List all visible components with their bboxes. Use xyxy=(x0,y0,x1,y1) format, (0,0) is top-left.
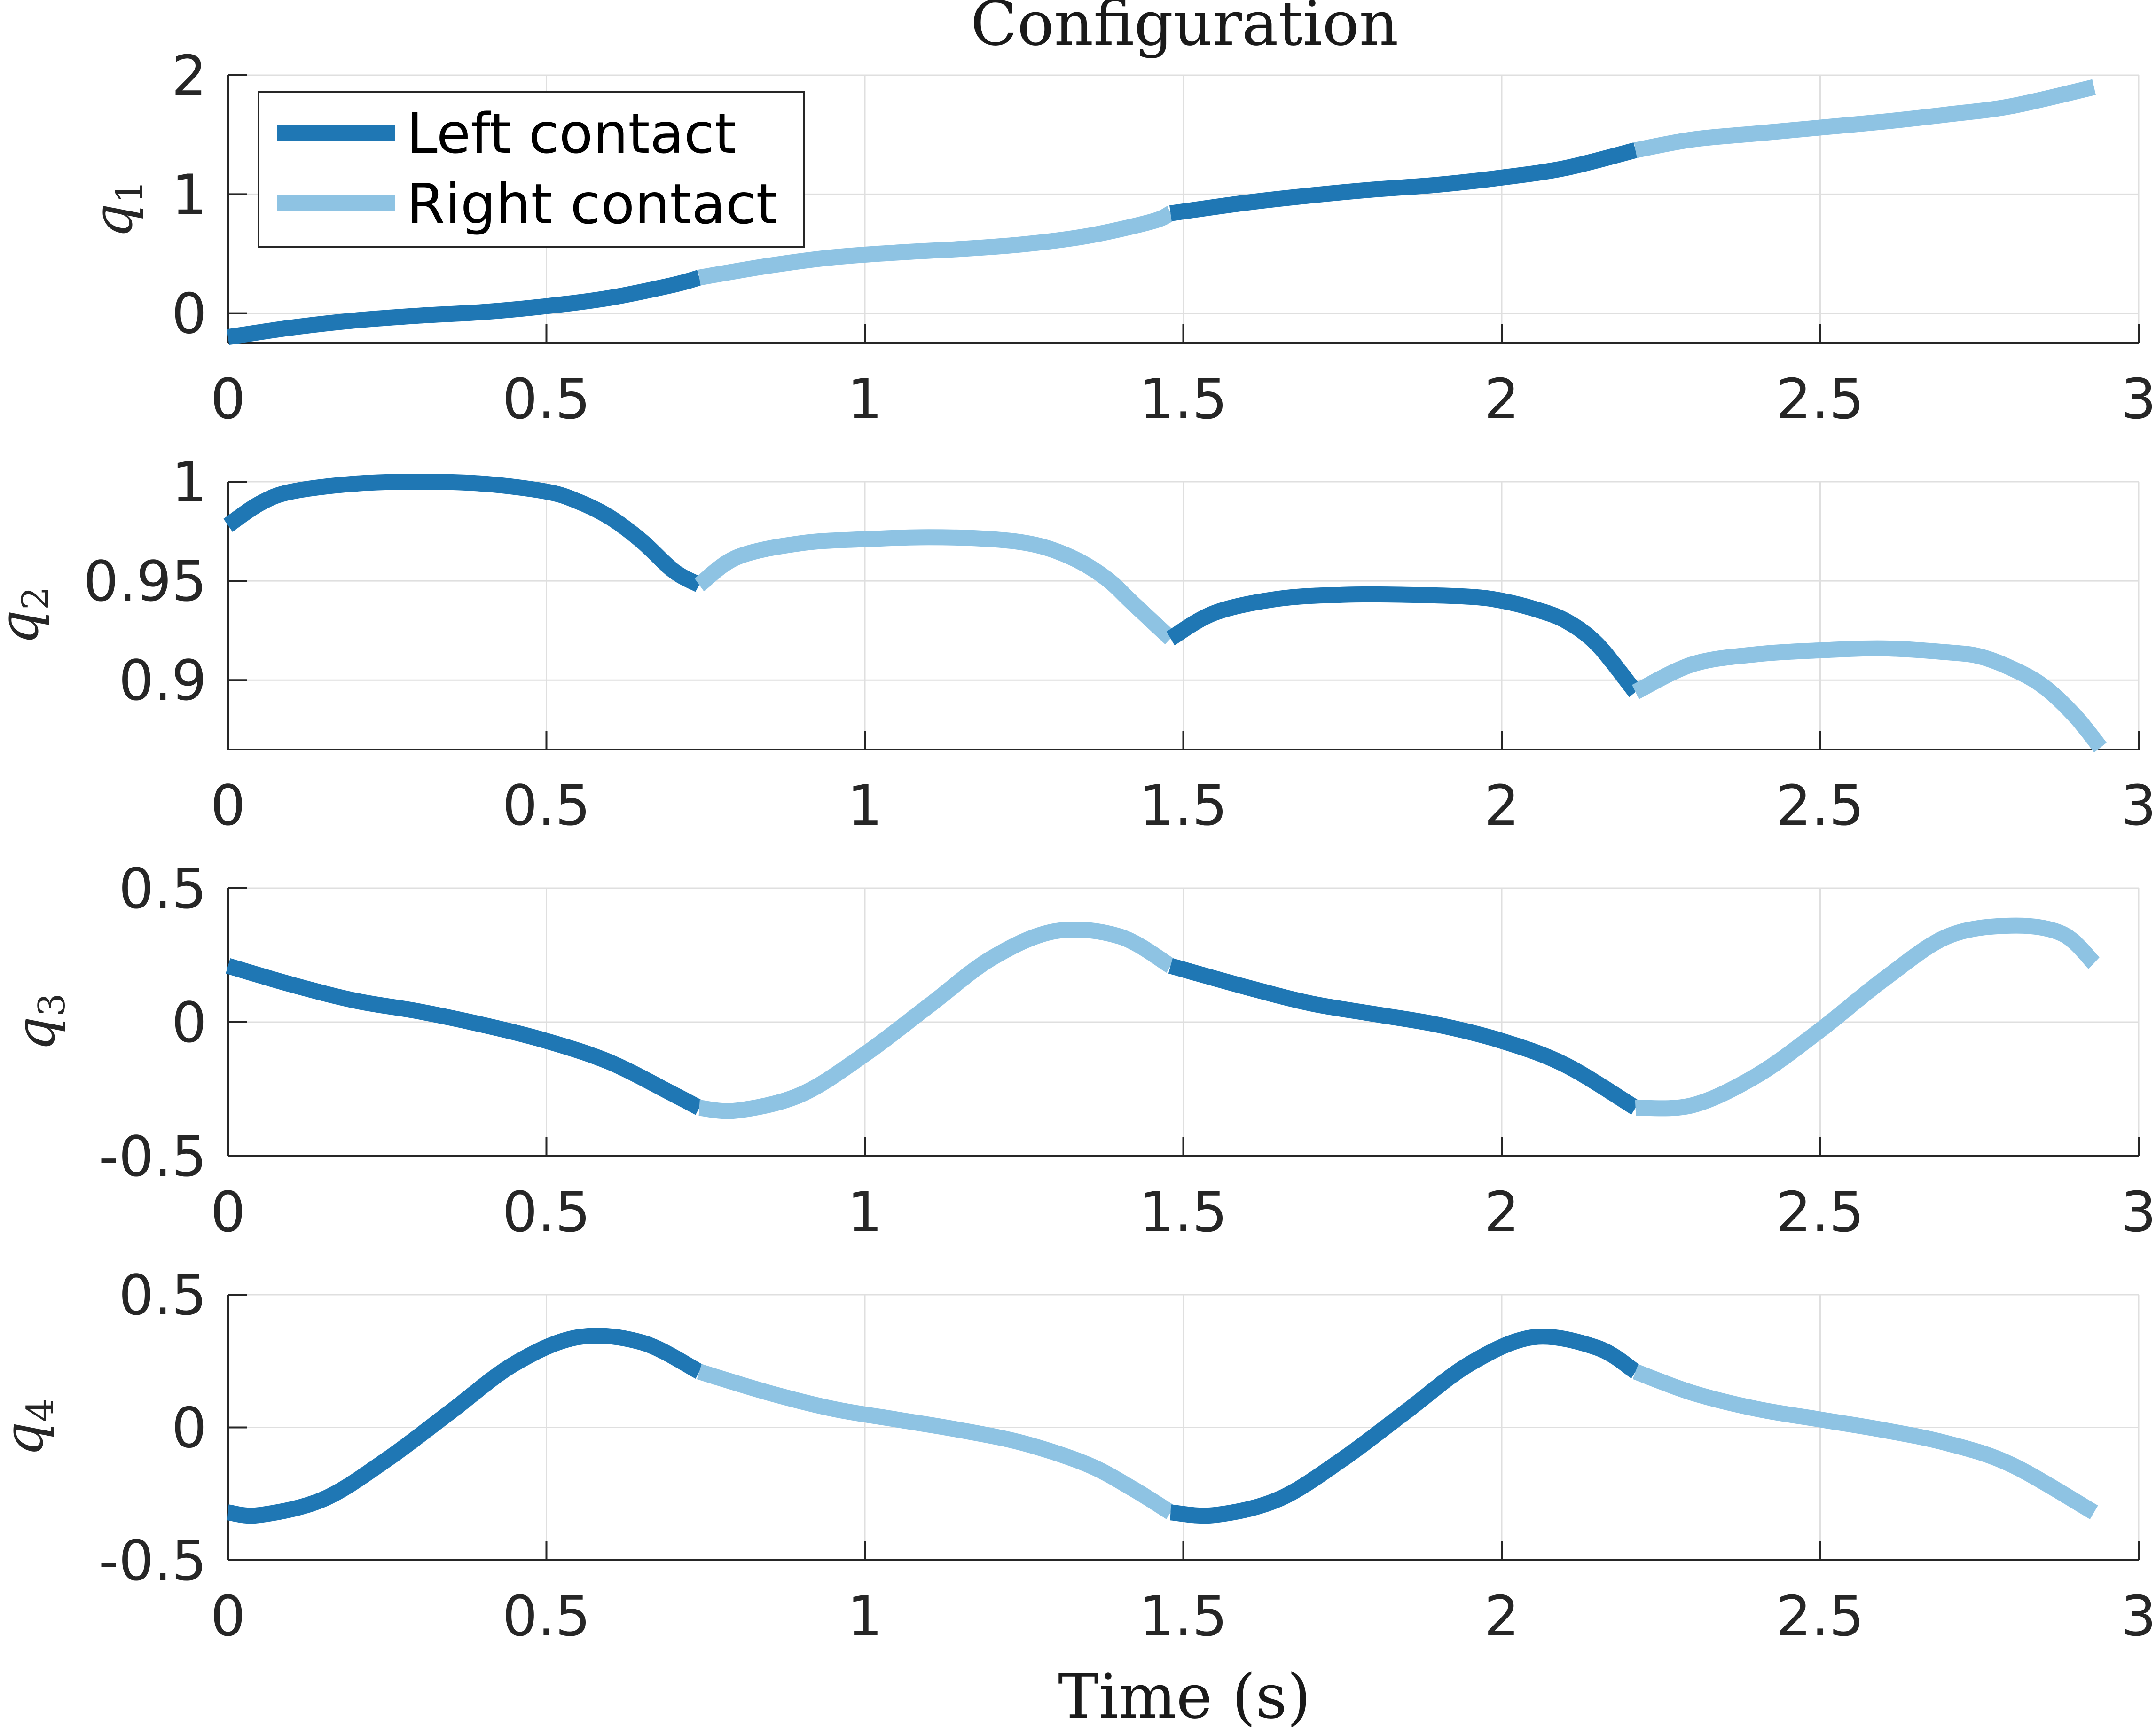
y-tick-label: -0.5 xyxy=(99,1124,207,1189)
y-axis-label-symbol: q xyxy=(4,1016,67,1051)
x-tick-label: 3 xyxy=(2121,773,2156,838)
y-tick-label: -0.5 xyxy=(99,1528,207,1593)
subplots: 00.511.522.53012q100.511.522.530.90.951q… xyxy=(0,43,2156,1649)
x-tick-label: 1.5 xyxy=(1139,1180,1228,1244)
x-tick-label: 1 xyxy=(847,1584,882,1649)
left-contact-segment xyxy=(226,958,703,1115)
legend-label: Left contact xyxy=(407,101,736,166)
y-axis-label-subscript: 1 xyxy=(109,180,151,203)
x-tick-label: 0.5 xyxy=(502,773,591,838)
right-contact-segment xyxy=(1631,640,2107,753)
x-tick-label: 0.5 xyxy=(502,367,591,431)
x-tick-label: 2 xyxy=(1484,1584,1519,1649)
x-tick-label: 0 xyxy=(210,1180,245,1244)
x-tick-label: 0 xyxy=(210,1584,245,1649)
y-tick-label: 0 xyxy=(172,281,207,346)
x-tick-label: 0 xyxy=(210,773,245,838)
left-contact-segment xyxy=(1166,586,1642,697)
legend-label: Right contact xyxy=(407,172,778,236)
y-tick-label: 0 xyxy=(172,990,207,1055)
left-contact-segment xyxy=(1169,1329,1640,1524)
right-contact-segment xyxy=(694,529,1176,645)
x-tick-label: 0 xyxy=(210,367,245,431)
x-tick-label: 3 xyxy=(2121,1584,2156,1649)
x-tick-label: 3 xyxy=(2121,1180,2156,1244)
y-axis-label-subscript: 3 xyxy=(31,993,73,1016)
left-contact-segment xyxy=(227,1328,703,1524)
x-tick-label: 1.5 xyxy=(1139,773,1228,838)
legend-box xyxy=(258,91,805,248)
y-tick-label: 1 xyxy=(172,162,207,227)
y-axis-label: q1 xyxy=(82,180,151,238)
x-tick-label: 1 xyxy=(847,1180,882,1244)
x-tick-label: 2 xyxy=(1484,1180,1519,1244)
left-contact-segment xyxy=(223,474,703,592)
subplot-2: 00.511.522.530.90.951q2 xyxy=(0,450,2156,838)
x-tick-label: 1 xyxy=(847,773,882,838)
x-tick-label: 2 xyxy=(1484,773,1519,838)
right-contact-segment xyxy=(697,1364,1175,1519)
x-tick-label: 2.5 xyxy=(1776,367,1865,431)
x-tick-label: 2.5 xyxy=(1776,1180,1865,1244)
subplot-4: 00.511.522.53-0.500.5q4 xyxy=(0,1263,2156,1649)
x-tick-label: 0.5 xyxy=(502,1180,591,1244)
y-axis-label-symbol: q xyxy=(0,610,51,645)
right-contact-segment xyxy=(698,922,1175,1119)
y-tick-label: 0.9 xyxy=(118,648,207,713)
x-tick-label: 1 xyxy=(847,367,882,431)
y-axis-label: q3 xyxy=(4,993,73,1051)
y-tick-label: 2 xyxy=(172,43,207,108)
y-axis-label: q2 xyxy=(0,586,57,644)
y-axis-label-symbol: q xyxy=(82,203,145,238)
x-axis-label: Time (s) xyxy=(1058,1661,1311,1732)
y-axis-label-symbol: q xyxy=(0,1422,55,1457)
x-tick-label: 1.5 xyxy=(1139,1584,1228,1649)
x-tick-label: 3 xyxy=(2121,367,2156,431)
x-tick-label: 2 xyxy=(1484,367,1519,431)
subplot-3: 0 0.5 1 1.5 2 2.5 3-0.500.5q3 xyxy=(4,856,2156,1244)
y-axis-label-subscript: 4 xyxy=(19,1399,62,1422)
y-tick-label: 0.5 xyxy=(118,1263,207,1328)
right-contact-segment xyxy=(1634,79,2096,158)
y-axis-label: q4 xyxy=(0,1399,62,1456)
left-contact-segment xyxy=(1168,958,1640,1115)
x-tick-label: 0.5 xyxy=(502,1584,591,1649)
right-contact-segment xyxy=(1635,917,2100,1117)
x-tick-label: 2.5 xyxy=(1776,773,1865,838)
left-contact-segment xyxy=(1169,142,1638,221)
x-tick-label: 1.5 xyxy=(1139,367,1228,431)
y-axis-label-subscript: 2 xyxy=(15,586,57,610)
right-contact-segment xyxy=(698,206,1175,286)
y-tick-label: 0 xyxy=(172,1396,207,1461)
x-tick-label: 2.5 xyxy=(1776,1584,1865,1649)
left-contact-segment xyxy=(227,270,702,345)
y-tick-label: 0.95 xyxy=(83,549,207,614)
y-tick-label: 1 xyxy=(172,450,207,515)
chart-title: Configuration xyxy=(971,0,1399,59)
right-contact-segment xyxy=(1632,1364,2098,1520)
y-tick-label: 0.5 xyxy=(118,856,207,921)
